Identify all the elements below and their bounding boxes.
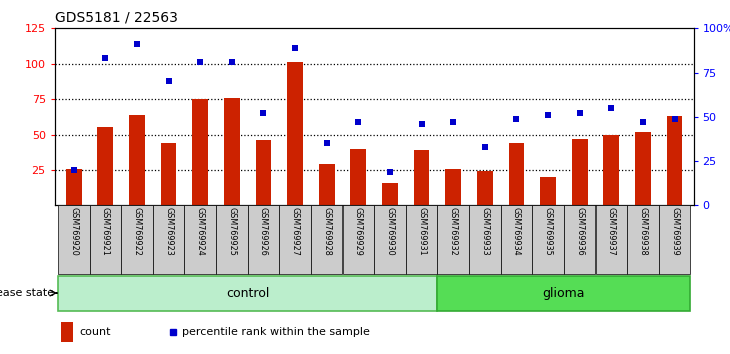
Point: [163, 79, 174, 84]
Bar: [635, 132, 651, 205]
Bar: [501, 205, 532, 274]
Bar: [280, 205, 311, 274]
Text: GSM769929: GSM769929: [354, 207, 363, 256]
Bar: [564, 205, 596, 274]
Bar: [437, 205, 469, 274]
Point: [669, 116, 680, 121]
Bar: [469, 205, 501, 274]
Bar: [658, 205, 691, 274]
Bar: [540, 177, 556, 205]
Bar: [192, 99, 208, 205]
Bar: [58, 205, 90, 274]
Text: GSM769920: GSM769920: [69, 207, 78, 256]
Bar: [572, 139, 588, 205]
Bar: [121, 205, 153, 274]
Bar: [216, 205, 247, 274]
Point: [510, 116, 522, 121]
Text: GSM769922: GSM769922: [132, 207, 142, 256]
Bar: [247, 205, 280, 274]
Text: GSM769926: GSM769926: [259, 207, 268, 256]
Bar: [342, 205, 374, 274]
Point: [353, 119, 364, 125]
Point: [479, 144, 491, 150]
Bar: [311, 205, 342, 274]
Point: [258, 110, 269, 116]
Bar: [287, 62, 303, 205]
Bar: [374, 205, 406, 274]
Bar: [185, 205, 216, 274]
Bar: [97, 127, 113, 205]
Bar: [596, 205, 627, 274]
Text: GSM769932: GSM769932: [449, 207, 458, 256]
Point: [415, 121, 427, 127]
Point: [384, 169, 396, 175]
Text: GSM769938: GSM769938: [639, 207, 648, 256]
Bar: [627, 205, 658, 274]
Bar: [532, 205, 564, 274]
Text: GDS5181 / 22563: GDS5181 / 22563: [55, 11, 177, 25]
Text: GSM769927: GSM769927: [291, 207, 299, 256]
Point: [447, 119, 459, 125]
Text: GSM769925: GSM769925: [227, 207, 237, 256]
Bar: [437, 276, 691, 312]
Point: [226, 59, 238, 65]
Text: GSM769939: GSM769939: [670, 207, 679, 256]
Point: [542, 112, 554, 118]
Bar: [445, 169, 461, 205]
Bar: [90, 205, 121, 274]
Bar: [319, 164, 334, 205]
Text: GSM769936: GSM769936: [575, 207, 584, 256]
Text: GSM769934: GSM769934: [512, 207, 521, 256]
Bar: [350, 149, 366, 205]
Bar: [414, 150, 429, 205]
Bar: [604, 135, 619, 205]
Point: [289, 45, 301, 51]
Point: [68, 167, 80, 173]
Bar: [58, 276, 437, 312]
Text: GSM769931: GSM769931: [417, 207, 426, 256]
Bar: [255, 140, 272, 205]
Point: [194, 59, 206, 65]
Bar: [509, 143, 524, 205]
Bar: [224, 98, 239, 205]
Text: percentile rank within the sample: percentile rank within the sample: [182, 327, 370, 337]
Text: count: count: [79, 327, 110, 337]
Point: [605, 105, 617, 111]
Bar: [477, 171, 493, 205]
Bar: [153, 205, 185, 274]
Bar: [406, 205, 437, 274]
Text: GSM769921: GSM769921: [101, 207, 110, 256]
Point: [637, 119, 649, 125]
Text: GSM769935: GSM769935: [544, 207, 553, 256]
Text: GSM769930: GSM769930: [385, 207, 394, 256]
Bar: [161, 143, 177, 205]
Text: GSM769933: GSM769933: [480, 207, 489, 256]
Bar: [129, 115, 145, 205]
Point: [321, 141, 333, 146]
Bar: [61, 322, 73, 342]
Text: control: control: [226, 286, 269, 299]
Text: glioma: glioma: [542, 286, 585, 299]
Point: [99, 56, 111, 61]
Point: [131, 41, 143, 47]
Text: disease state: disease state: [0, 288, 54, 298]
Text: GSM769937: GSM769937: [607, 207, 616, 256]
Text: GSM769924: GSM769924: [196, 207, 204, 256]
Point: [574, 110, 585, 116]
Bar: [666, 116, 683, 205]
Text: GSM769923: GSM769923: [164, 207, 173, 256]
Text: GSM769928: GSM769928: [322, 207, 331, 256]
Bar: [382, 183, 398, 205]
Bar: [66, 169, 82, 205]
